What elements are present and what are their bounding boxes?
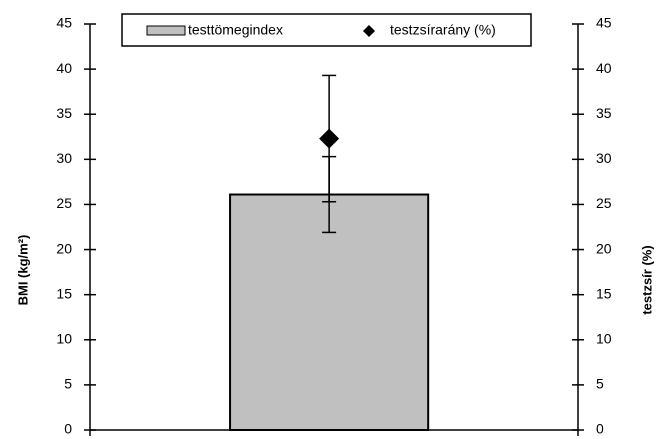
y2-tick-label: 15 (596, 285, 612, 301)
y-tick-label: 25 (56, 195, 72, 211)
y2-tick-label: 25 (596, 195, 612, 211)
y-tick-label: 35 (56, 105, 72, 121)
y-tick-label: 10 (56, 330, 72, 346)
y2-tick-label: 30 (596, 150, 612, 166)
y2-tick-label: 5 (596, 376, 604, 392)
y2-tick-label: 45 (596, 15, 612, 31)
y2-tick-label: 40 (596, 60, 612, 76)
legend-marker (363, 25, 375, 37)
y-tick-label: 40 (56, 60, 72, 76)
y2-axis-title: testzsír (%) (639, 245, 654, 314)
legend-swatch (146, 25, 186, 36)
y-tick-label: 5 (64, 376, 72, 392)
diamond-marker (319, 128, 340, 149)
y-tick-label: 15 (56, 285, 72, 301)
y2-tick-label: 35 (596, 105, 612, 121)
y-axis-title: BMI (kg/m²) (15, 235, 30, 306)
y-tick-label: 45 (56, 15, 72, 31)
legend-label: testtömegindex (188, 22, 283, 38)
y2-tick-label: 10 (596, 330, 612, 346)
y2-tick-label: 20 (596, 240, 612, 256)
y-tick-label: 20 (56, 240, 72, 256)
legend-label: testzsírarány (%) (390, 22, 496, 38)
y-tick-label: 30 (56, 150, 72, 166)
legend-box (121, 13, 532, 47)
y-tick-label: 0 (64, 421, 72, 437)
y2-tick-label: 0 (596, 421, 604, 437)
bar (229, 193, 430, 431)
